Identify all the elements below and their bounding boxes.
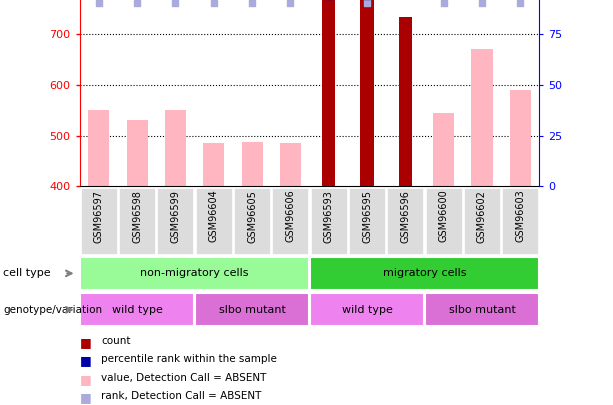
FancyBboxPatch shape: [158, 188, 194, 254]
FancyBboxPatch shape: [310, 257, 539, 290]
Bar: [88, 110, 109, 186]
Bar: [204, 143, 224, 186]
FancyBboxPatch shape: [196, 188, 232, 254]
Text: slbo mutant: slbo mutant: [219, 305, 286, 315]
FancyBboxPatch shape: [425, 293, 539, 326]
FancyBboxPatch shape: [80, 293, 194, 326]
FancyBboxPatch shape: [310, 293, 424, 326]
Text: non-migratory cells: non-migratory cells: [140, 269, 249, 278]
FancyBboxPatch shape: [425, 188, 462, 254]
Point: [477, 0, 487, 6]
Text: GSM96599: GSM96599: [170, 190, 180, 243]
Bar: [360, 0, 374, 186]
Point: [362, 0, 372, 6]
Text: genotype/variation: genotype/variation: [3, 305, 102, 315]
Text: wild type: wild type: [341, 305, 392, 315]
Bar: [165, 110, 186, 186]
Bar: [398, 17, 412, 186]
Text: GSM96606: GSM96606: [286, 190, 295, 243]
Point: [132, 0, 142, 6]
Point: [286, 0, 295, 6]
Text: GSM96605: GSM96605: [247, 190, 257, 243]
Text: GSM96598: GSM96598: [132, 190, 142, 243]
FancyBboxPatch shape: [387, 188, 424, 254]
FancyBboxPatch shape: [311, 188, 347, 254]
Bar: [510, 90, 531, 186]
Text: GSM96595: GSM96595: [362, 190, 372, 243]
Text: GSM96596: GSM96596: [400, 190, 410, 243]
Bar: [471, 49, 492, 186]
Text: ■: ■: [80, 354, 91, 367]
FancyBboxPatch shape: [80, 257, 309, 290]
Point: [209, 0, 219, 6]
Text: value, Detection Call = ABSENT: value, Detection Call = ABSENT: [101, 373, 267, 383]
Text: slbo mutant: slbo mutant: [449, 305, 516, 315]
FancyBboxPatch shape: [349, 188, 385, 254]
Text: GSM96604: GSM96604: [209, 190, 219, 243]
Text: wild type: wild type: [112, 305, 162, 315]
Point: [170, 0, 180, 6]
Bar: [433, 113, 454, 186]
FancyBboxPatch shape: [502, 188, 538, 254]
Text: cell type: cell type: [3, 269, 51, 278]
Text: GSM96597: GSM96597: [94, 190, 104, 243]
Point: [247, 0, 257, 6]
Text: rank, Detection Call = ABSENT: rank, Detection Call = ABSENT: [101, 391, 262, 401]
Bar: [280, 143, 301, 186]
Bar: [242, 142, 262, 186]
Text: count: count: [101, 336, 131, 346]
Text: ■: ■: [80, 391, 91, 404]
FancyBboxPatch shape: [196, 293, 309, 326]
Point: [439, 0, 449, 6]
FancyBboxPatch shape: [272, 188, 308, 254]
Text: GSM96600: GSM96600: [439, 190, 449, 243]
Text: ■: ■: [80, 336, 91, 349]
Text: GSM96593: GSM96593: [324, 190, 333, 243]
Text: GSM96603: GSM96603: [516, 190, 525, 243]
Bar: [127, 120, 148, 186]
Bar: [322, 0, 335, 186]
Point: [94, 0, 104, 6]
Text: ■: ■: [80, 373, 91, 386]
Point: [516, 0, 525, 6]
FancyBboxPatch shape: [81, 188, 117, 254]
FancyBboxPatch shape: [119, 188, 155, 254]
Text: GSM96602: GSM96602: [477, 190, 487, 243]
Text: migratory cells: migratory cells: [383, 269, 466, 278]
FancyBboxPatch shape: [234, 188, 270, 254]
Text: percentile rank within the sample: percentile rank within the sample: [101, 354, 277, 364]
FancyBboxPatch shape: [464, 188, 500, 254]
